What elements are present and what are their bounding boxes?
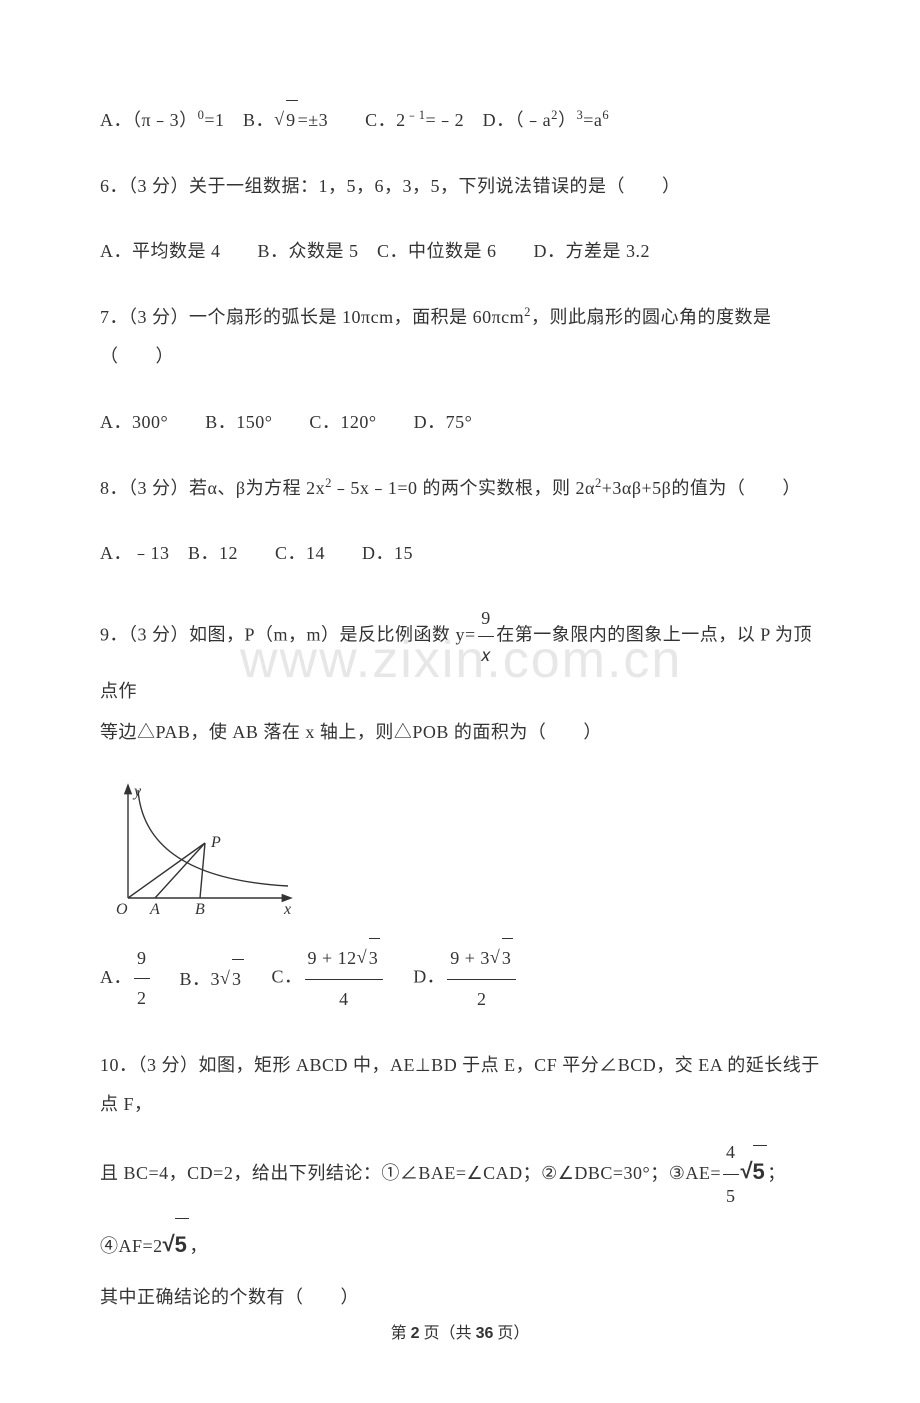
q10-stem-line3: 其中正确结论的个数有（ ） [100,1278,820,1318]
q9-svg: y x O A B P [110,778,300,918]
svg-text:A: A [149,901,160,918]
q9-option-d: D．9 + 332 [413,938,518,1019]
footer-prefix: 第 [391,1325,411,1342]
q10-stem-line1: 10．（3 分）如图，矩形 ABCD 中，AE⊥BD 于点 E，CF 平分∠BC… [100,1046,820,1125]
footer-total: 36 [476,1325,494,1342]
q7-options: A．300° B．150° C．120° D．75° [100,403,820,443]
svg-text:y: y [132,783,142,800]
svg-text:P: P [210,834,221,851]
footer-mid: 页（共 [420,1325,476,1342]
footer-page: 2 [411,1325,420,1342]
q9-option-c: C．9 + 1234 [272,938,386,1019]
q9-option-a: A．92 [100,939,152,1019]
svg-text:O: O [116,901,128,918]
q9-options: A．92 B．33 C．9 + 1234 D．9 + 332 [100,938,820,1019]
q8-options: A．﹣13 B．12 C．14 D．15 [100,534,820,574]
q9-option-b: B．33 [180,959,244,1000]
svg-text:x: x [283,901,291,918]
q9-figure: y x O A B P [110,778,820,918]
q5-options: A．（π﹣3）0=1 B．9=±3 C．2﹣1=﹣2 D．（﹣a2）3=a6 [100,100,820,141]
q10-stem-line2: 且 BC=4，CD=2，给出下列结论：①∠BAE=∠CAD；②∠DBC=30°；… [100,1131,820,1272]
q8-stem: 8．（3 分）若α、β为方程 2x2﹣5x﹣1=0 的两个实数根，则 2α2+3… [100,469,820,509]
q7-stem: 7．（3 分）一个扇形的弧长是 10πcm，面积是 60πcm2，则此扇形的圆心… [100,298,820,377]
q6-stem: 6．（3 分）关于一组数据：1，5，6，3，5，下列说法错误的是（ ） [100,167,820,207]
watermark: www.zixin.com.cn [240,630,682,690]
q6-options: A．平均数是 4 B．众数是 5 C．中位数是 6 D．方差是 3.2 [100,232,820,272]
q9-stem-line2: 等边△PAB，使 AB 落在 x 轴上，则△POB 的面积为（ ） [100,713,820,753]
svg-text:B: B [195,901,205,918]
footer-suffix: 页） [493,1325,529,1342]
page-footer: 第 2 页（共 36 页） [0,1319,920,1343]
